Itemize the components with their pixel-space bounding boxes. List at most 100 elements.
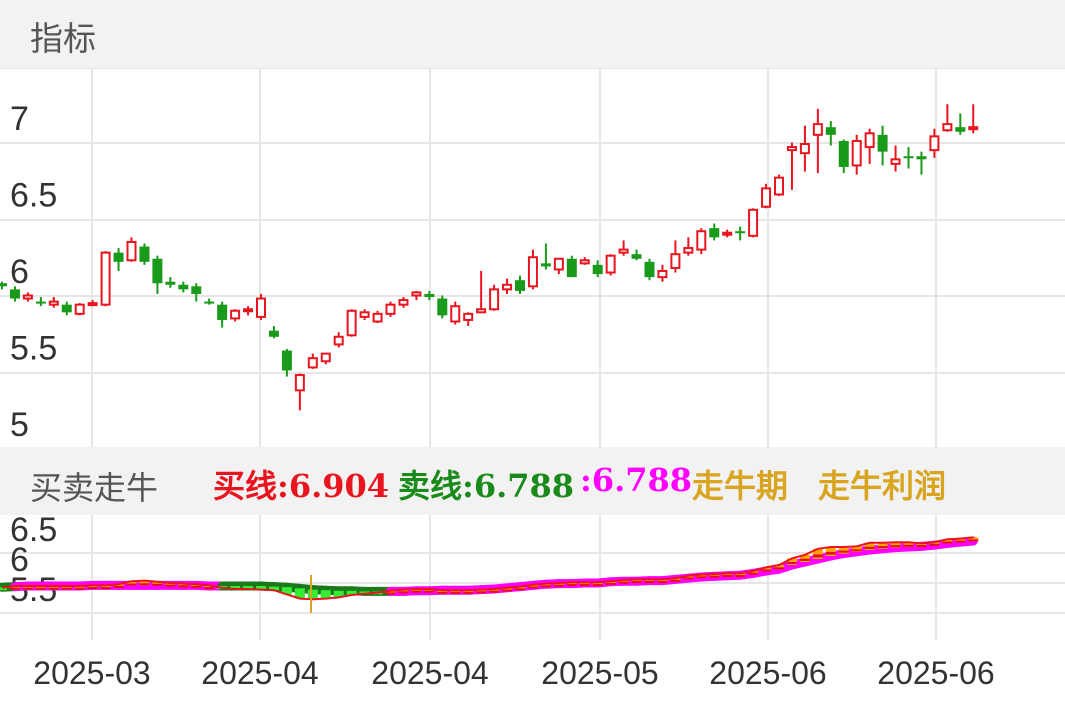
- indicator-bar-inner: [683, 577, 694, 580]
- indicator-bar: [903, 542, 914, 547]
- y-tick-label: 5.5: [10, 330, 57, 368]
- indicator-bar-inner: [74, 587, 85, 590]
- indicator-bar: [0, 587, 7, 591]
- indicator-bar-inner: [476, 591, 487, 594]
- candle-body: [191, 286, 202, 294]
- candle-body: [35, 301, 46, 304]
- indicator-bar: [579, 582, 590, 586]
- bull-profit-label: 走牛利润: [818, 467, 947, 505]
- candle-body: [424, 293, 435, 298]
- y-tick-label: 6: [10, 253, 29, 291]
- indicator-bar-inner: [670, 579, 681, 582]
- y-tick-label: 6.5: [10, 177, 57, 215]
- candle-body: [890, 158, 901, 165]
- indicator-bar-inner: [838, 550, 849, 553]
- candle-body: [294, 374, 305, 392]
- bull-period-label: 走牛期: [692, 467, 789, 505]
- indicator-bar: [812, 548, 823, 559]
- y-tick-label: 6.5: [10, 515, 57, 549]
- candle-body: [61, 304, 72, 313]
- indicator-bar-inner: [35, 587, 46, 590]
- y-tick-label: 7: [10, 100, 29, 138]
- candle-body: [540, 263, 551, 267]
- indicator-bar: [916, 543, 927, 547]
- candle-body: [22, 294, 33, 300]
- indicator-bar: [35, 586, 46, 589]
- indicator-header-bar: 指标: [0, 0, 1065, 68]
- indicator-bar-inner: [204, 587, 215, 590]
- indicator-bar-inner: [592, 584, 603, 587]
- indicator-bar: [243, 586, 254, 589]
- candle-body: [761, 187, 772, 208]
- candle-body: [709, 228, 720, 238]
- candle-body: [696, 230, 707, 251]
- indicator-bar-inner: [903, 544, 914, 547]
- indicator-bar: [385, 590, 396, 594]
- indicator-bar-inner: [515, 588, 525, 591]
- indicator-bar: [268, 586, 279, 591]
- indicator-bar: [540, 583, 551, 587]
- indicator-bar-inner: [566, 584, 577, 587]
- candle-body: [592, 264, 603, 275]
- candle-body: [683, 247, 694, 254]
- indicator-bar-inner: [398, 591, 409, 594]
- candle-body: [256, 297, 266, 318]
- indicator-bar: [281, 587, 292, 595]
- candle-body: [851, 139, 862, 167]
- candle-body: [385, 303, 396, 315]
- candle-body: [812, 123, 823, 136]
- indicator-tab-title[interactable]: 指标: [30, 19, 96, 58]
- buy-line-value: 买线:6.904: [213, 467, 390, 505]
- indicator-bar-inner: [786, 562, 797, 565]
- indicator-bar: [942, 539, 953, 544]
- indicator-bar: [320, 590, 331, 599]
- indicator-bar-inner: [644, 581, 655, 584]
- candlestick-chart[interactable]: 7 6.5 6 5.5 5: [0, 68, 1065, 447]
- indicator-bar-inner: [696, 576, 707, 579]
- candle-body: [217, 304, 228, 320]
- indicator-bar: [139, 580, 150, 586]
- indicator-bar: [722, 573, 733, 577]
- indicator-bar: [230, 586, 241, 589]
- candle-body: [372, 312, 383, 323]
- indicator-bar-inner: [502, 589, 513, 592]
- indicator-bar: [424, 589, 435, 592]
- indicator-name[interactable]: 买卖走牛: [30, 469, 159, 507]
- indicator-bar: [968, 537, 979, 541]
- indicator-bar-inner: [152, 583, 163, 586]
- indicator-bar-inner: [139, 583, 150, 586]
- candle-body: [230, 309, 241, 320]
- indicator-bar-inner: [100, 587, 111, 590]
- indicator-chart[interactable]: 6.565.5: [0, 515, 1065, 640]
- indicator-bar: [955, 538, 966, 543]
- candle-body: [476, 308, 487, 314]
- candle-body: [204, 301, 215, 304]
- candle-body: [502, 283, 513, 291]
- indicator-bar-inner: [178, 585, 189, 588]
- indicator-bar-inner: [735, 575, 746, 578]
- indicator-bar: [152, 581, 163, 586]
- candle-body: [268, 330, 279, 337]
- indicator-bar: [657, 579, 668, 583]
- candle-body: [333, 335, 344, 346]
- indicator-bar-inner: [851, 549, 862, 552]
- candle-body: [877, 134, 888, 152]
- indicator-bar-inner: [61, 587, 72, 590]
- indicator-bar-inner: [450, 591, 461, 594]
- indicator-bar-inner: [87, 587, 98, 590]
- indicator-bar: [838, 547, 849, 554]
- candle-body: [566, 258, 577, 278]
- candle-body: [903, 156, 914, 159]
- candle-body: [463, 312, 474, 321]
- indicator-bar: [592, 582, 603, 586]
- indicator-bar-inner: [812, 554, 823, 558]
- indicator-bar-inner: [22, 587, 33, 590]
- indicator-bar-inner: [968, 539, 979, 542]
- indicator-bar: [294, 588, 305, 599]
- indicator-bar-inner: [126, 583, 137, 586]
- candle-body: [48, 300, 59, 306]
- indicator-bar-inner: [540, 585, 551, 588]
- indicator-bar: [799, 554, 810, 562]
- candle-body: [113, 252, 124, 262]
- candle-body: [0, 283, 7, 287]
